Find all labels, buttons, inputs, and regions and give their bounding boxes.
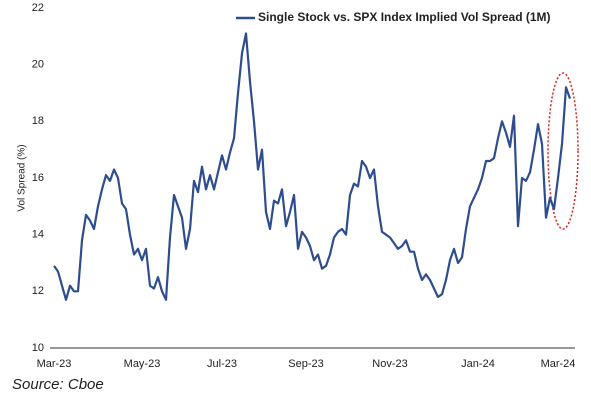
y-axis-label: Vol Spread (%) <box>17 144 28 211</box>
y-tick-label: 12 <box>32 285 44 297</box>
x-tick-label: May-23 <box>124 358 161 370</box>
highlight-ellipse <box>547 72 579 230</box>
y-tick-label: 10 <box>32 342 44 354</box>
y-tick-label: 14 <box>32 229 44 241</box>
x-tick-label: Mar-24 <box>541 358 576 370</box>
series-line <box>53 32 572 301</box>
source: Source: Cboe <box>12 376 104 393</box>
x-tick-label: Mar-23 <box>37 358 72 370</box>
y-tick-label: 22 <box>32 2 44 14</box>
y-tick-label: 16 <box>32 172 44 184</box>
x-tick-label: Jul-23 <box>207 358 237 370</box>
x-tick-label: Sep-23 <box>288 358 323 370</box>
y-tick-label: 20 <box>32 59 44 71</box>
x-tick-label: Jan-24 <box>461 358 495 370</box>
y-tick-label: 18 <box>32 115 44 127</box>
legend-label: Single Stock vs. SPX Index Implied Vol S… <box>258 10 551 24</box>
x-tick-label: Nov-23 <box>372 358 407 370</box>
